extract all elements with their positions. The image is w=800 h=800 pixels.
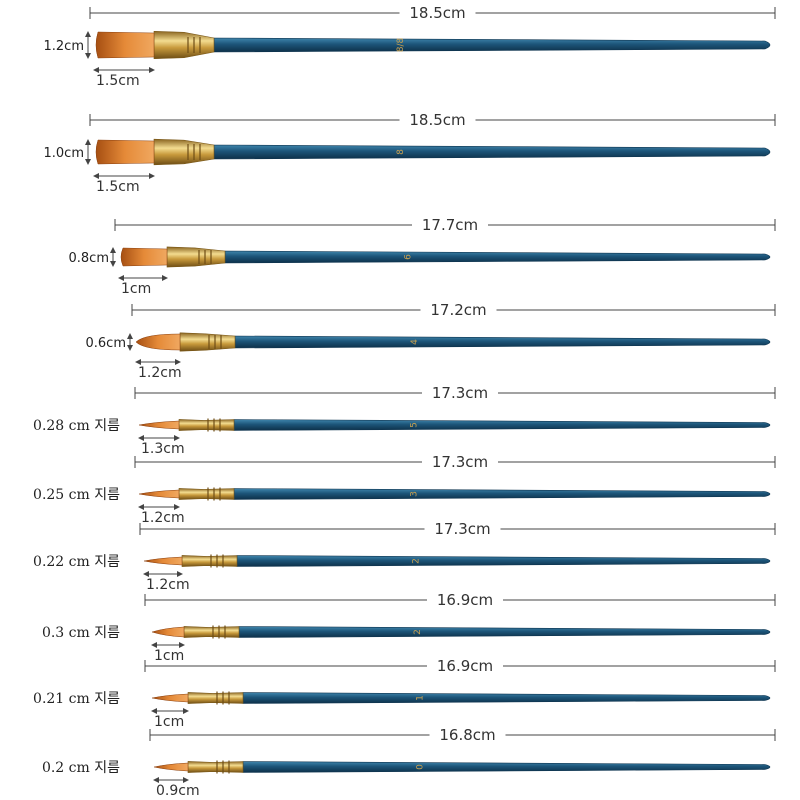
handle-number: 8 (396, 149, 406, 155)
brush-handle (224, 250, 771, 264)
brush-row: 16.9cm 2 1cm 0.3 cm 지름 (42, 590, 776, 664)
brush-row: 17.7cm 6 1cm 0.8cm (69, 215, 776, 297)
tip-length-label: 1.2cm (141, 510, 185, 526)
total-length-label: 16.9cm (437, 591, 493, 609)
brush-bristles (135, 333, 181, 351)
length-label-bg (420, 300, 497, 318)
tip-length-label: 1.3cm (141, 441, 185, 457)
handle-number: 8/8 (396, 37, 406, 52)
handle-number: 4 (410, 339, 420, 345)
total-length-label: 17.3cm (434, 520, 490, 538)
total-length-label: 16.9cm (437, 657, 493, 675)
tip-length-label: 0.9cm (156, 783, 200, 799)
total-length-label: 17.2cm (430, 301, 486, 319)
brush-row: 18.5cm 8 1.5cm 1.0cm (44, 110, 776, 195)
width-label: 0.8cm (69, 251, 110, 266)
brush-row: 17.3cm 2 1.2cm 0.22 cm 지름 (33, 519, 776, 593)
brush-ferrule (178, 488, 235, 500)
brush-bristles (153, 762, 189, 772)
brush-ferrule (187, 692, 244, 704)
width-label: 1.2cm (44, 39, 85, 54)
brush-handle (242, 761, 771, 773)
length-label-bg (422, 452, 498, 470)
brush-handle (242, 692, 771, 704)
diameter-label: 0.2 cm 지름 (42, 760, 120, 776)
tip-length-label: 1.5cm (96, 179, 140, 195)
brush-bristles (138, 420, 180, 430)
brush-handle (238, 626, 771, 638)
brush-row: 17.2cm 4 1.2cm 0.6cm (86, 300, 776, 381)
diameter-label: 0.21 cm 지름 (33, 691, 120, 707)
brush-ferrule (153, 138, 215, 166)
brush-row: 18.5cm 8/8 1.5cm 1.2cm (44, 3, 776, 89)
brush-ferrule (187, 761, 244, 773)
brush-bristles (151, 626, 185, 638)
handle-number: 5 (410, 422, 420, 428)
diameter-label: 0.25 cm 지름 (33, 487, 120, 503)
tip-length-label: 1cm (154, 648, 184, 664)
tip-length-label: 1.2cm (138, 365, 182, 381)
brush-bristles (138, 489, 180, 499)
total-length-label: 16.8cm (439, 726, 495, 744)
handle-number: 3 (410, 491, 420, 497)
handle-number: 0 (416, 764, 426, 770)
brush-handle (234, 335, 771, 349)
brush-handle (213, 144, 771, 160)
brush-bristles (151, 693, 189, 703)
length-label-bg (399, 3, 476, 21)
length-label-bg (429, 725, 506, 743)
handle-number: 1 (416, 695, 426, 701)
length-label-bg (424, 519, 501, 537)
brush-bristles (143, 556, 183, 566)
total-length-label: 17.3cm (432, 384, 488, 402)
brush-handle (233, 488, 771, 500)
brush-ferrule (183, 626, 240, 638)
length-label-bg (422, 383, 498, 401)
width-label: 1.0cm (44, 146, 85, 161)
brush-handle (213, 37, 771, 53)
diameter-label: 0.28 cm 지름 (33, 418, 120, 434)
total-length-label: 17.3cm (432, 453, 488, 471)
brush-handle (233, 419, 771, 431)
brush-row: 16.8cm 0 0.9cm 0.2 cm 지름 (42, 725, 776, 799)
diameter-label: 0.22 cm 지름 (33, 554, 120, 570)
length-label-bg (427, 590, 503, 608)
brush-ferrule (179, 332, 236, 352)
total-length-label: 18.5cm (409, 111, 465, 129)
brush-row: 16.9cm 1 1cm 0.21 cm 지름 (33, 656, 776, 730)
brush-ferrule (153, 30, 215, 60)
diameter-label: 0.3 cm 지름 (42, 625, 120, 641)
brush-row: 17.3cm 3 1.2cm 0.25 cm 지름 (33, 452, 776, 526)
length-label-bg (412, 215, 488, 233)
brush-bristles (95, 139, 155, 165)
tip-length-label: 1cm (154, 714, 184, 730)
width-label: 0.6cm (86, 336, 127, 351)
handle-number: 2 (412, 558, 422, 564)
tip-length-label: 1.5cm (96, 73, 140, 89)
brush-handle (236, 555, 771, 567)
length-label-bg (427, 656, 503, 674)
handle-number: 6 (404, 254, 414, 260)
brush-ferrule (178, 419, 235, 431)
total-length-label: 17.7cm (422, 216, 478, 234)
total-length-label: 18.5cm (409, 4, 465, 22)
length-label-bg (399, 110, 476, 128)
brush-ferrule (166, 246, 226, 268)
brush-row: 17.3cm 5 1.3cm 0.28 cm 지름 (33, 383, 776, 457)
handle-number: 2 (413, 629, 423, 635)
tip-length-label: 1.2cm (146, 577, 190, 593)
brush-bristles (120, 247, 168, 267)
brush-ferrule (181, 555, 238, 567)
tip-length-label: 1cm (121, 281, 151, 297)
brush-bristles (95, 31, 155, 59)
